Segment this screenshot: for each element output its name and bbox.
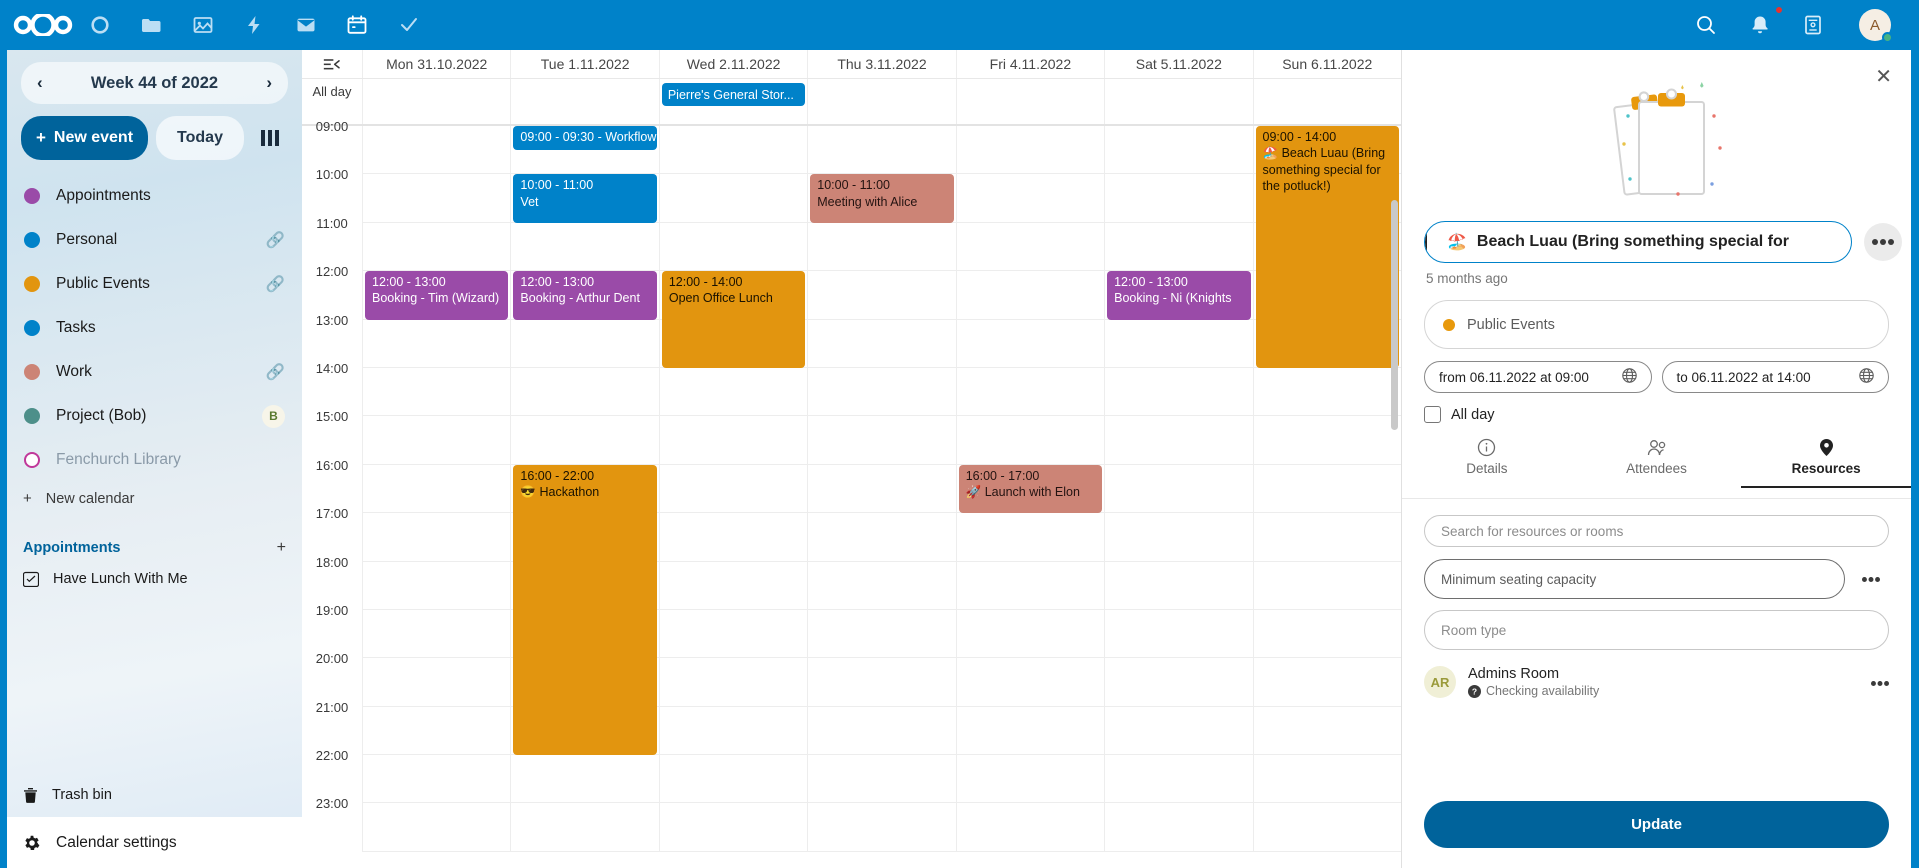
svg-text:?: ? <box>1472 686 1477 696</box>
